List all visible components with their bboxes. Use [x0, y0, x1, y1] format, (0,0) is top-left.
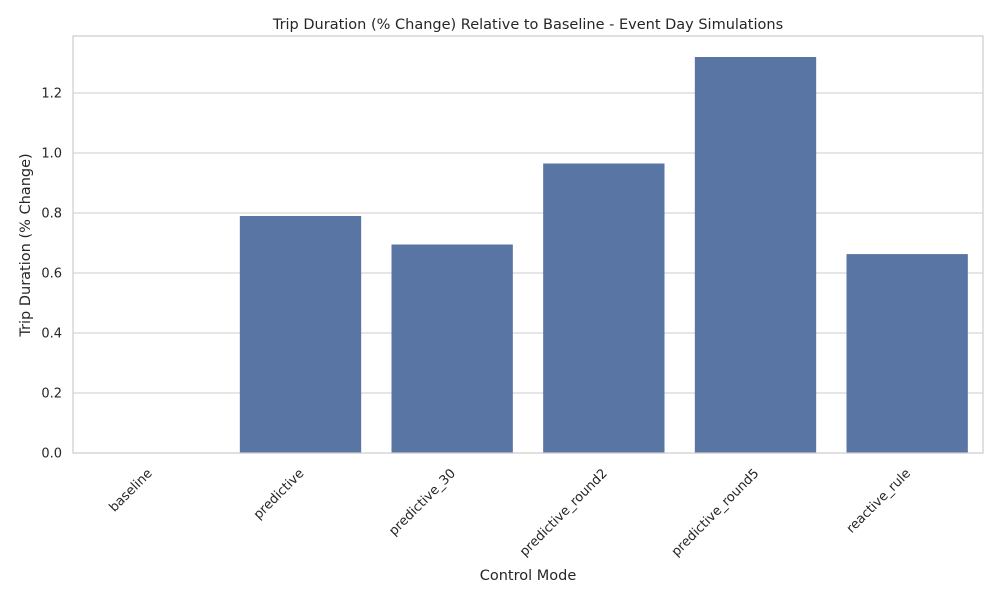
- x-tick-label: reactive_rule: [844, 466, 914, 536]
- bar-predictive-round5: [694, 57, 817, 453]
- y-tick-labels: 0.0 0.2 0.4 0.6 0.8 1.0 1.2: [41, 87, 62, 462]
- x-tick-label: predictive: [251, 466, 307, 522]
- y-axis-label: Trip Duration (% Change): [18, 153, 34, 337]
- bar-layer: [239, 57, 968, 453]
- y-tick-label: 0.2: [41, 387, 62, 402]
- y-tick-label: 0.6: [41, 267, 62, 282]
- x-tick-label: baseline: [107, 466, 156, 515]
- y-tick-label: 1.2: [41, 87, 62, 102]
- x-tick-labels: baseline predictive predictive_30 predictiv…: [107, 466, 914, 560]
- chart-title: Trip Duration (% Change) Relative to Bas…: [272, 17, 783, 33]
- x-axis-label: Control Mode: [480, 568, 577, 584]
- bar-predictive-30: [391, 244, 513, 453]
- y-tick-label: 0.0: [41, 447, 62, 462]
- x-tick-label: predictive_30: [386, 466, 459, 539]
- bar-predictive-round2: [543, 163, 665, 453]
- y-tick-label: 0.8: [41, 207, 62, 222]
- grid-layer: [73, 92, 983, 454]
- y-tick-label: 1.0: [41, 147, 62, 162]
- bar-reactive-rule: [846, 254, 968, 453]
- plot-frame: [72, 35, 984, 454]
- bar-predictive: [239, 216, 362, 453]
- x-tick-label: predictive_round2: [517, 466, 611, 560]
- y-tick-label: 0.4: [41, 327, 62, 342]
- x-tick-label: predictive_round5: [669, 466, 763, 560]
